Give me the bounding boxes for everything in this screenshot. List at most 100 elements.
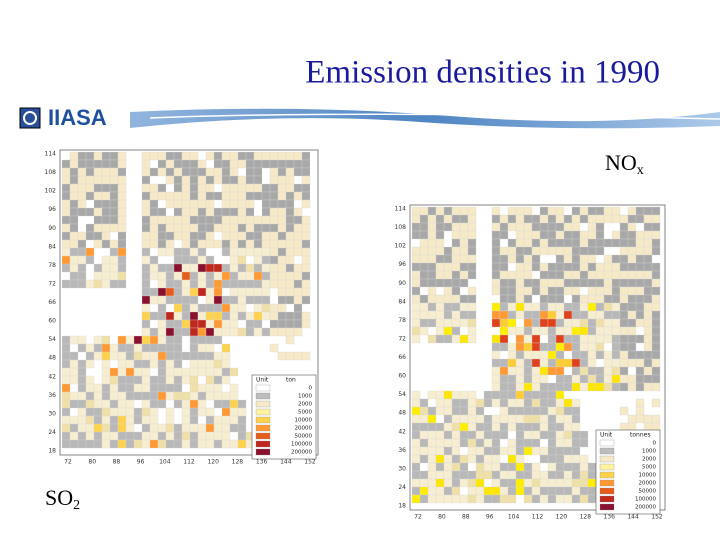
map-cell — [491, 238, 501, 248]
map-cell — [435, 246, 445, 256]
map-cell — [411, 414, 421, 424]
map-cell — [293, 231, 303, 241]
map-cell — [451, 398, 461, 408]
map-cell — [459, 278, 469, 288]
map-cell — [619, 278, 629, 288]
map-cell — [635, 414, 645, 424]
map-cell — [515, 286, 525, 296]
map-y-label: 66 — [398, 354, 406, 361]
map-cell — [451, 406, 461, 416]
map-cell — [213, 295, 223, 305]
map-cell — [619, 246, 629, 256]
legend-entry: 100000 — [291, 442, 312, 448]
map-cell — [587, 462, 597, 472]
map-cell — [651, 398, 661, 408]
map-x-label: 128 — [232, 459, 244, 466]
map-cell — [109, 351, 119, 361]
legend-entry: 1000 — [642, 449, 656, 455]
map-cell — [173, 167, 183, 177]
map-cell — [157, 159, 167, 169]
map-cell — [117, 383, 127, 393]
map-cell — [77, 239, 87, 249]
map-cell — [101, 271, 111, 281]
legend-entry: 0 — [653, 441, 657, 447]
map-cell — [491, 342, 501, 352]
map-cell — [245, 215, 255, 225]
map-cell — [277, 207, 287, 217]
map-cell — [435, 230, 445, 240]
map-cell — [69, 271, 79, 281]
map-cell — [443, 390, 453, 400]
map-cell — [117, 375, 127, 385]
map-cell — [411, 278, 421, 288]
map-cell — [61, 375, 71, 385]
map-cell — [221, 367, 231, 377]
map-cell — [149, 391, 159, 401]
map-cell — [197, 215, 207, 225]
map-cell — [293, 151, 303, 161]
map-cell — [563, 358, 573, 368]
map-cell — [427, 486, 437, 496]
map-cell — [165, 407, 175, 417]
map-cell — [635, 238, 645, 248]
map-cell — [531, 438, 541, 448]
map-cell — [189, 215, 199, 225]
map-cell — [539, 358, 549, 368]
map-cell — [69, 175, 79, 185]
map-y-label: 24 — [48, 429, 56, 436]
map-cell — [269, 175, 279, 185]
map-x-label: 104 — [508, 514, 520, 521]
map-cell — [531, 286, 541, 296]
map-cell — [603, 358, 613, 368]
map-cell — [109, 263, 119, 273]
map-cell — [491, 422, 501, 432]
map-cell — [611, 350, 621, 360]
map-cell — [459, 422, 469, 432]
map-cell — [125, 431, 135, 441]
legend-swatch — [599, 495, 615, 503]
map-cell — [77, 367, 87, 377]
map-cell — [643, 358, 653, 368]
map-cell — [213, 207, 223, 217]
map-cell — [523, 214, 533, 224]
map-cell — [563, 486, 573, 496]
map-cell — [181, 423, 191, 433]
map-cell — [547, 302, 557, 312]
map-cell — [467, 494, 477, 504]
map-cell — [563, 334, 573, 344]
map-x-label: 104 — [159, 459, 171, 466]
map-cell — [635, 310, 645, 320]
map-cell — [181, 223, 191, 233]
map-cell — [205, 151, 215, 161]
map-cell — [229, 239, 239, 249]
map-cell — [571, 318, 581, 328]
map-cell — [427, 470, 437, 480]
map-cell — [635, 278, 645, 288]
map-cell — [197, 199, 207, 209]
map-cell — [221, 247, 231, 257]
map-cell — [205, 407, 215, 417]
map-cell — [213, 431, 223, 441]
map-cell — [571, 454, 581, 464]
map-cell — [149, 415, 159, 425]
map-label-sub: x — [637, 163, 644, 178]
map-cell — [467, 222, 477, 232]
map-cell — [229, 215, 239, 225]
map-cell — [117, 167, 127, 177]
map-cell — [93, 263, 103, 273]
map-cell — [109, 215, 119, 225]
map-cell — [491, 366, 501, 376]
map-cell — [627, 286, 637, 296]
map-cell — [61, 407, 71, 417]
map-cell — [499, 358, 509, 368]
map-cell — [149, 423, 159, 433]
map-cell — [237, 191, 247, 201]
map-cell — [619, 318, 629, 328]
map-cell — [221, 295, 231, 305]
map-cell — [189, 375, 199, 385]
map-cell — [427, 310, 437, 320]
map-cell — [293, 303, 303, 313]
map-cell — [515, 462, 525, 472]
map-cell — [555, 446, 565, 456]
